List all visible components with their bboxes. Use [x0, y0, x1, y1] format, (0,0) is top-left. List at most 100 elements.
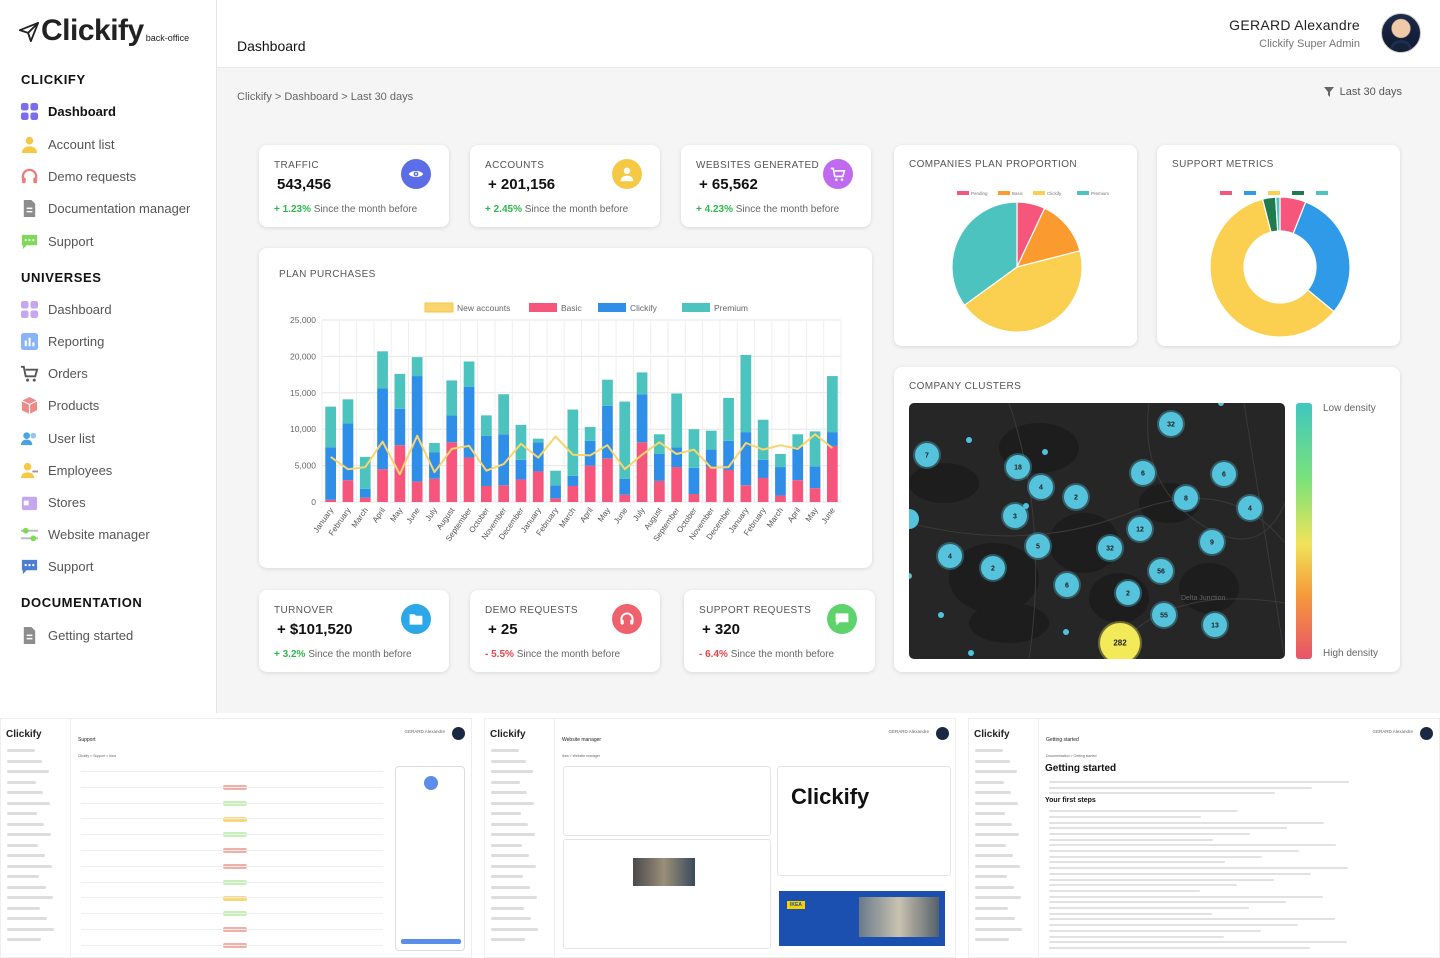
bar-clickify[interactable] [550, 485, 561, 499]
bar-premium[interactable] [567, 409, 579, 476]
bar-clickify[interactable] [446, 415, 458, 443]
sidebar-item-support[interactable]: Support [20, 554, 94, 578]
bar-clickify[interactable] [653, 453, 665, 481]
cluster-marker[interactable]: 5 [1024, 532, 1052, 560]
cluster-marker[interactable]: 32 [1096, 534, 1124, 562]
cluster-marker[interactable]: 3 [1001, 502, 1029, 530]
bar-clickify[interactable] [394, 408, 406, 446]
bar-premium[interactable] [394, 373, 406, 409]
bar-basic[interactable] [602, 458, 613, 502]
cluster-marker[interactable]: 6 [1053, 571, 1081, 599]
cluster-marker[interactable]: 282 [1098, 621, 1142, 659]
bar-basic[interactable] [359, 497, 371, 502]
pie-slice[interactable] [1209, 198, 1335, 338]
bar-premium[interactable] [480, 415, 492, 436]
map-point[interactable] [1042, 449, 1048, 455]
bar-premium[interactable] [688, 429, 700, 468]
legend-item-basic[interactable]: Basic [529, 303, 583, 313]
map-point[interactable] [909, 573, 912, 579]
bar-basic[interactable] [757, 477, 769, 502]
pie-legend-item[interactable] [1244, 191, 1256, 195]
app-logo[interactable]: Clickify back-office [18, 14, 189, 48]
bar-premium[interactable] [671, 393, 683, 448]
bar-basic[interactable] [688, 493, 700, 502]
sidebar-item-user-list[interactable]: User list [20, 426, 95, 450]
bar-clickify[interactable] [567, 475, 579, 486]
bar-basic[interactable] [826, 445, 838, 502]
bar-basic[interactable] [740, 485, 752, 502]
bar-premium[interactable] [602, 379, 613, 406]
kpi-card-websites-generated[interactable]: WEBSITES GENERATED + 65,562 + 4.23% Since … [681, 145, 871, 227]
bar-clickify[interactable] [757, 459, 769, 478]
bar-premium[interactable] [359, 456, 371, 489]
bar-premium[interactable] [619, 401, 631, 479]
bar-clickify[interactable] [602, 405, 613, 459]
bar-clickify[interactable] [498, 434, 510, 486]
bar-premium[interactable] [705, 430, 717, 450]
bar-premium[interactable] [429, 443, 440, 453]
bar-clickify[interactable] [515, 459, 527, 480]
bar-clickify[interactable] [429, 452, 440, 479]
sidebar-item-demo-requests[interactable]: Demo requests [20, 164, 136, 188]
bar-basic[interactable] [619, 494, 631, 502]
bar-clickify[interactable] [619, 478, 631, 495]
bar-basic[interactable] [463, 457, 475, 502]
cluster-map[interactable]: Delta Junction 7 18 4 2 6 32 6 8 4 3 5 32 12 9 4 2 6 56 2 55… [909, 403, 1285, 659]
bar-basic[interactable] [792, 480, 804, 502]
sidebar-item-reporting[interactable]: Reporting [20, 329, 104, 353]
cluster-marker[interactable]: 56 [1147, 557, 1175, 585]
bar-premium[interactable] [411, 357, 423, 377]
bar-premium[interactable] [377, 351, 388, 389]
bar-premium[interactable] [653, 434, 665, 454]
bar-premium[interactable] [792, 434, 804, 447]
cluster-marker[interactable]: 2 [1062, 483, 1090, 511]
sidebar-item-stores[interactable]: Stores [20, 490, 86, 514]
legend-item-clickify[interactable]: Clickify [598, 303, 658, 313]
map-point[interactable] [1218, 403, 1224, 406]
bar-basic[interactable] [377, 469, 388, 502]
kpi-card-demo-requests[interactable]: DEMO REQUESTS + 25 - 5.5% Since the month … [470, 590, 660, 672]
sidebar-item-dashboard[interactable]: Dashboard [20, 297, 112, 321]
bar-basic[interactable] [325, 499, 337, 502]
bar-clickify[interactable] [775, 467, 786, 496]
sidebar-item-employees[interactable]: Employees [20, 458, 112, 482]
map-point[interactable] [1063, 629, 1069, 635]
pie-slice[interactable] [1274, 196, 1281, 232]
thumbnail-1[interactable]: Clickify Support GERARD Alexandre Clickify … [0, 718, 472, 958]
kpi-card-traffic[interactable]: TRAFFIC 543,456 + 1.23% Since the month be… [259, 145, 449, 227]
pie-legend-item[interactable] [1268, 191, 1280, 195]
bar-basic[interactable] [411, 481, 423, 502]
cluster-marker[interactable]: 8 [1172, 484, 1200, 512]
pie-legend-item[interactable] [1292, 191, 1304, 195]
pie-slice[interactable] [1292, 201, 1351, 313]
cluster-marker[interactable]: 2 [1114, 579, 1142, 607]
cluster-marker[interactable]: 13 [1201, 611, 1229, 639]
user-name[interactable]: GERARD Alexandre [1229, 17, 1360, 33]
pie-slice[interactable] [951, 201, 1018, 307]
bar-basic[interactable] [775, 495, 786, 502]
bar-clickify[interactable] [792, 446, 804, 481]
sidebar-item-account-list[interactable]: Account list [20, 132, 114, 156]
cluster-marker[interactable]: 18 [1004, 453, 1032, 481]
pie-legend-item[interactable]: Basic [998, 191, 1024, 196]
bar-basic[interactable] [809, 488, 821, 502]
bar-premium[interactable] [636, 372, 648, 395]
kpi-card-turnover[interactable]: TURNOVER + $101,520 + 3.2% Since the month… [259, 590, 449, 672]
bar-clickify[interactable] [826, 432, 838, 446]
bar-clickify[interactable] [723, 440, 734, 470]
map-point[interactable] [968, 650, 974, 656]
cluster-marker[interactable]: 6 [1129, 459, 1157, 487]
pie-legend-item[interactable]: Pending [957, 191, 988, 196]
bar-premium[interactable] [342, 399, 354, 424]
bar-basic[interactable] [636, 442, 648, 502]
bar-basic[interactable] [342, 480, 354, 502]
cluster-marker[interactable]: 12 [1126, 515, 1154, 543]
bar-basic[interactable] [723, 469, 734, 502]
sidebar-item-website-manager[interactable]: Website manager [20, 522, 150, 546]
bar-premium[interactable] [809, 431, 821, 467]
bar-clickify[interactable] [584, 440, 596, 466]
bar-basic[interactable] [446, 442, 458, 502]
pie-slice[interactable] [963, 250, 1083, 333]
bar-basic[interactable] [532, 471, 544, 502]
map-point[interactable] [938, 612, 944, 618]
